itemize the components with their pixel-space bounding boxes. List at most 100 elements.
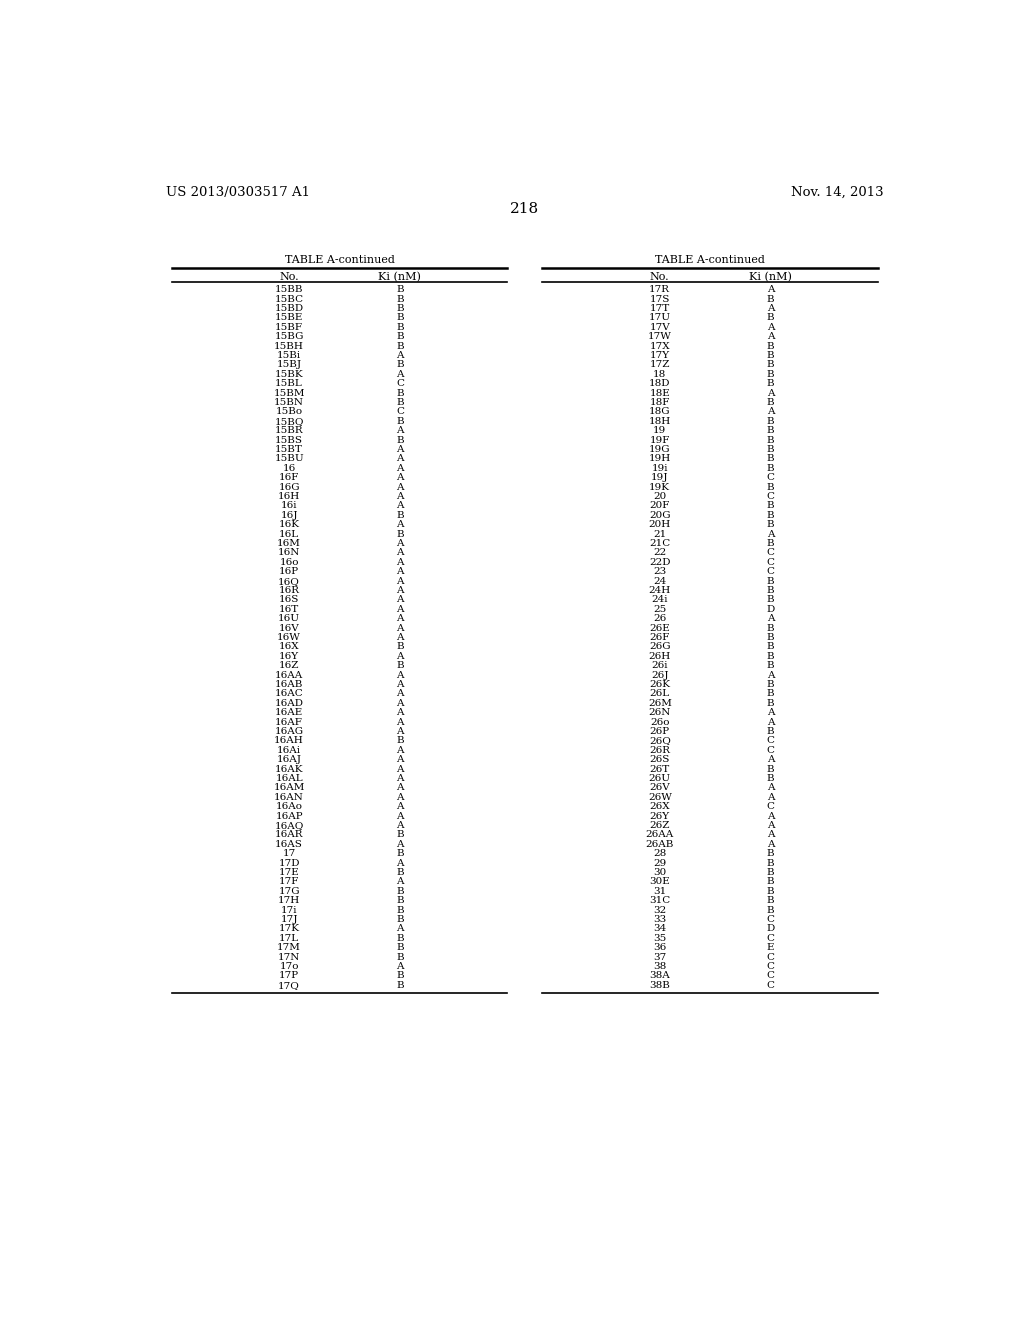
Text: 24: 24: [653, 577, 667, 586]
Text: 26T: 26T: [649, 764, 670, 774]
Text: A: A: [767, 304, 774, 313]
Text: 16U: 16U: [279, 614, 300, 623]
Text: 28: 28: [653, 849, 667, 858]
Text: 19F: 19F: [649, 436, 670, 445]
Text: 16: 16: [283, 463, 296, 473]
Text: 17H: 17H: [278, 896, 300, 906]
Text: 26AB: 26AB: [645, 840, 674, 849]
Text: 19G: 19G: [649, 445, 671, 454]
Text: 15BJ: 15BJ: [276, 360, 302, 370]
Text: A: A: [396, 680, 403, 689]
Text: 16P: 16P: [280, 568, 299, 577]
Text: B: B: [396, 313, 403, 322]
Text: A: A: [396, 698, 403, 708]
Text: A: A: [767, 718, 774, 726]
Text: A: A: [396, 483, 403, 491]
Text: B: B: [767, 698, 774, 708]
Text: 20: 20: [653, 492, 667, 502]
Text: A: A: [767, 614, 774, 623]
Text: 17V: 17V: [649, 323, 670, 331]
Text: B: B: [767, 463, 774, 473]
Text: 16L: 16L: [280, 529, 299, 539]
Text: B: B: [396, 849, 403, 858]
Text: A: A: [396, 426, 403, 436]
Text: B: B: [396, 887, 403, 896]
Text: 15BB: 15BB: [274, 285, 303, 294]
Text: C: C: [396, 408, 403, 416]
Text: B: B: [396, 944, 403, 952]
Text: A: A: [767, 793, 774, 801]
Text: A: A: [396, 605, 403, 614]
Text: 26R: 26R: [649, 746, 671, 755]
Text: TABLE A-continued: TABLE A-continued: [655, 255, 765, 265]
Text: 15BE: 15BE: [275, 313, 303, 322]
Text: C: C: [767, 972, 774, 981]
Text: US 2013/0303517 A1: US 2013/0303517 A1: [166, 186, 310, 199]
Text: 26E: 26E: [649, 623, 670, 632]
Text: 18G: 18G: [649, 408, 671, 416]
Text: 15BL: 15BL: [275, 379, 303, 388]
Text: 18D: 18D: [649, 379, 671, 388]
Text: B: B: [396, 436, 403, 445]
Text: A: A: [767, 840, 774, 849]
Text: A: A: [396, 351, 403, 360]
Text: B: B: [767, 417, 774, 426]
Text: 19H: 19H: [648, 454, 671, 463]
Text: C: C: [767, 981, 774, 990]
Text: 20F: 20F: [649, 502, 670, 511]
Text: 26: 26: [653, 614, 667, 623]
Text: B: B: [767, 643, 774, 652]
Text: 33: 33: [653, 915, 667, 924]
Text: B: B: [396, 661, 403, 671]
Text: A: A: [396, 539, 403, 548]
Text: 17W: 17W: [648, 333, 672, 341]
Text: 16S: 16S: [279, 595, 299, 605]
Text: C: C: [767, 558, 774, 566]
Text: B: B: [767, 859, 774, 867]
Text: 16T: 16T: [279, 605, 299, 614]
Text: B: B: [396, 737, 403, 746]
Text: B: B: [396, 869, 403, 876]
Text: D: D: [766, 605, 774, 614]
Text: B: B: [767, 887, 774, 896]
Text: A: A: [767, 408, 774, 416]
Text: A: A: [396, 445, 403, 454]
Text: 16AK: 16AK: [274, 764, 303, 774]
Text: 26X: 26X: [649, 803, 670, 812]
Text: A: A: [396, 764, 403, 774]
Text: 26M: 26M: [648, 698, 672, 708]
Text: 26K: 26K: [649, 680, 671, 689]
Text: 26Z: 26Z: [649, 821, 670, 830]
Text: A: A: [396, 709, 403, 717]
Text: 16AJ: 16AJ: [276, 755, 302, 764]
Text: A: A: [767, 830, 774, 840]
Text: B: B: [767, 774, 774, 783]
Text: C: C: [767, 568, 774, 577]
Text: 16W: 16W: [278, 634, 301, 642]
Text: A: A: [767, 285, 774, 294]
Text: 16AA: 16AA: [275, 671, 303, 680]
Text: 26i: 26i: [651, 661, 668, 671]
Text: B: B: [396, 388, 403, 397]
Text: 17: 17: [283, 849, 296, 858]
Text: A: A: [396, 370, 403, 379]
Text: B: B: [767, 623, 774, 632]
Text: B: B: [396, 333, 403, 341]
Text: 17K: 17K: [279, 924, 300, 933]
Text: 17D: 17D: [279, 859, 300, 867]
Text: B: B: [396, 360, 403, 370]
Text: 19K: 19K: [649, 483, 671, 491]
Text: A: A: [767, 388, 774, 397]
Text: 26U: 26U: [649, 774, 671, 783]
Text: 31C: 31C: [649, 896, 671, 906]
Text: 16AB: 16AB: [275, 680, 303, 689]
Text: B: B: [767, 727, 774, 737]
Text: 26V: 26V: [649, 784, 670, 792]
Text: A: A: [767, 671, 774, 680]
Text: 15BS: 15BS: [275, 436, 303, 445]
Text: 16N: 16N: [278, 548, 300, 557]
Text: 16AH: 16AH: [274, 737, 304, 746]
Text: B: B: [767, 351, 774, 360]
Text: 21C: 21C: [649, 539, 671, 548]
Text: 17P: 17P: [280, 972, 299, 981]
